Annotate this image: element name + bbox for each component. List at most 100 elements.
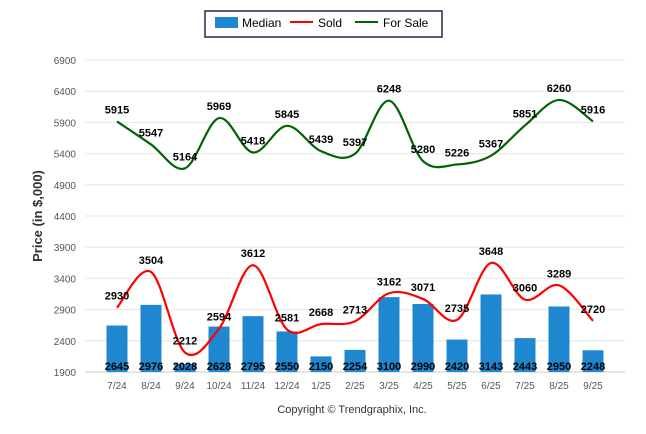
- y-tick-label: 5900: [54, 118, 77, 129]
- y-tick-label: 1900: [54, 368, 77, 379]
- bar-median: [378, 297, 400, 372]
- bar-median: [514, 338, 536, 372]
- data-label-sold: 2581: [275, 313, 299, 325]
- x-tick-label: 6/25: [481, 381, 501, 392]
- y-tick-label: 5400: [54, 150, 77, 161]
- x-tick-label: 1/25: [311, 381, 331, 392]
- data-label-sold: 3648: [479, 246, 503, 258]
- data-label-for-sale: 5969: [207, 101, 231, 113]
- x-tick-label: 8/24: [141, 381, 161, 392]
- bar-median: [446, 339, 468, 372]
- bars: [106, 294, 604, 372]
- bar-median: [548, 306, 570, 372]
- y-ticks: 1900 2400 2900 3400 3900 4400 4900 5400 5900 6400…: [54, 56, 77, 379]
- data-label-for-sale: 5280: [411, 144, 435, 156]
- x-tick-label: 7/25: [515, 381, 535, 392]
- bar-median: [140, 304, 162, 372]
- x-tick-label: 12/24: [274, 381, 299, 392]
- data-label-sold: 3071: [411, 282, 435, 294]
- data-label-for-sale: 5226: [445, 147, 469, 159]
- legend-swatch-median: [215, 17, 238, 28]
- x-tick-label: 10/24: [206, 381, 231, 392]
- data-label-median: 2795: [241, 361, 265, 373]
- grid: [85, 59, 625, 373]
- x-tick-label: 5/25: [447, 381, 467, 392]
- data-label-sold: 2735: [445, 303, 469, 315]
- data-label-median: 3143: [479, 361, 503, 373]
- data-label-sold: 3504: [139, 255, 164, 267]
- data-label-median: 2645: [105, 361, 129, 373]
- x-tick-label: 8/25: [549, 381, 569, 392]
- lines: [116, 98, 594, 356]
- data-label-median: 2248: [581, 361, 605, 373]
- data-label-sold: 2668: [309, 307, 333, 319]
- copyright-footer: Copyright © Trendgraphix, Inc.: [277, 404, 426, 416]
- bar-median: [582, 350, 604, 372]
- bar-median: [412, 303, 434, 372]
- bar-median: [208, 326, 230, 372]
- data-label-for-sale: 5845: [275, 109, 299, 121]
- legend-label-forsale: For Sale: [383, 16, 429, 30]
- bar-median: [106, 325, 128, 372]
- x-tick-label: 11/24: [241, 381, 266, 392]
- bar-median: [310, 356, 332, 372]
- data-label-for-sale: 5851: [513, 108, 537, 120]
- legend-label-sold: Sold: [318, 16, 342, 30]
- data-label-median: 2150: [309, 361, 333, 373]
- bar-median: [174, 364, 196, 372]
- line-for-sale: [116, 98, 594, 170]
- data-label-for-sale: 5418: [241, 135, 265, 147]
- data-label-median: 2550: [275, 361, 299, 373]
- data-label-for-sale: 5439: [309, 134, 333, 146]
- data-label-sold: 2594: [207, 312, 232, 324]
- data-label-for-sale: 5916: [581, 104, 605, 116]
- data-label-median: 2254: [343, 361, 368, 373]
- y-tick-label: 2400: [54, 337, 77, 348]
- x-tick-label: 7/24: [107, 381, 127, 392]
- y-tick-label: 4400: [54, 212, 77, 223]
- data-label-for-sale: 5915: [105, 104, 129, 116]
- x-tick-label: 9/24: [175, 381, 195, 392]
- data-label-sold: 2713: [343, 304, 367, 316]
- data-label-median: 2443: [513, 361, 537, 373]
- data-label-median: 2950: [547, 361, 571, 373]
- legend-box: [204, 10, 443, 38]
- data-label-median: 2420: [445, 361, 469, 373]
- line-sold: [116, 261, 594, 356]
- data-label-for-sale: 5397: [343, 137, 367, 149]
- x-tick-label: 9/25: [583, 381, 603, 392]
- data-label-sold: 2720: [581, 304, 605, 316]
- x-tick-label: 4/25: [413, 381, 433, 392]
- data-label-for-sale: 5367: [479, 139, 503, 151]
- y-tick-label: 2900: [54, 306, 77, 317]
- data-label-sold: 3060: [513, 283, 537, 295]
- data-label-for-sale: 5164: [173, 151, 198, 163]
- y-tick-label: 3400: [54, 274, 77, 285]
- data-label-median: 2976: [139, 361, 163, 373]
- data-label-for-sale: 6260: [547, 83, 571, 95]
- data-label-median: 2628: [207, 361, 231, 373]
- bar-median: [242, 316, 264, 372]
- legend: Median Sold For Sale: [204, 10, 443, 38]
- data-label-for-sale: 5547: [139, 127, 163, 139]
- data-label-sold: 3162: [377, 276, 401, 288]
- data-labels: 2930 3504 2212 2594 3612 2581 2668 2713 3162 3071…: [105, 83, 605, 373]
- legend-label-median: Median: [242, 16, 281, 30]
- data-label-median: 2990: [411, 361, 435, 373]
- y-tick-label: 6900: [54, 56, 77, 67]
- data-label-sold: 3289: [547, 268, 571, 280]
- x-tick-label: 3/25: [379, 381, 399, 392]
- bar-median: [344, 349, 366, 372]
- data-label-sold: 2212: [173, 336, 197, 348]
- data-label-sold: 3612: [241, 248, 265, 260]
- bar-median: [480, 294, 502, 372]
- y-tick-label: 3900: [54, 243, 77, 254]
- x-ticks: 7/24 8/24 9/24 10/24 11/24 12/24 1/25 2/25 3/25 4…: [107, 381, 603, 392]
- data-label-for-sale: 6248: [377, 84, 401, 96]
- data-label-sold: 2930: [105, 291, 129, 303]
- data-label-median: 3100: [377, 361, 401, 373]
- bar-median: [276, 331, 298, 372]
- data-label-median: 2028: [173, 361, 197, 373]
